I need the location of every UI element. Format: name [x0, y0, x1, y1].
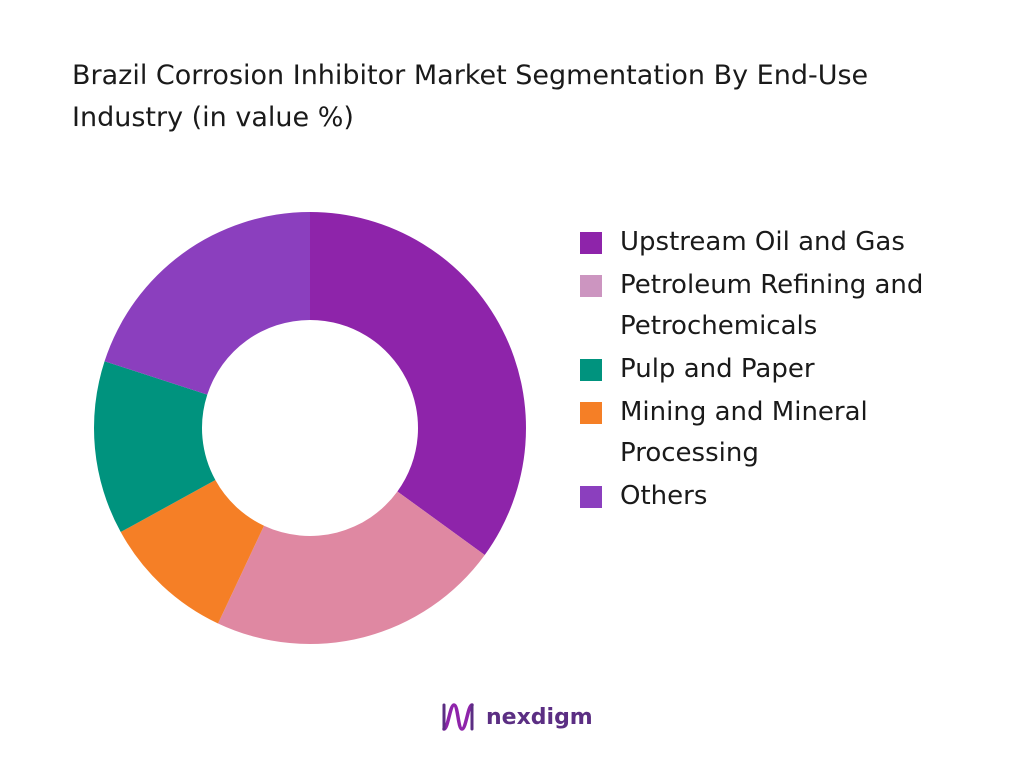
donut-slice-others — [104, 212, 310, 395]
legend-swatch — [580, 275, 602, 297]
chart-title: Brazil Corrosion Inhibitor Market Segmen… — [72, 60, 869, 133]
donut-slice-upstream-oil-and-gas — [310, 212, 526, 555]
donut-slice-petroleum-refining-and-petrochemicals — [218, 491, 485, 644]
donut-slices — [94, 212, 526, 644]
legend-item-upstream: Upstream Oil and Gas — [580, 222, 1000, 263]
legend-item-refining: Petroleum Refining and Petrochemicals — [580, 265, 1000, 347]
legend-label: Others — [620, 481, 708, 511]
legend-swatch — [580, 359, 602, 381]
legend-label: Petroleum Refining and Petrochemicals — [620, 270, 924, 341]
legend-swatch — [580, 486, 602, 508]
nexdigm-logo-icon — [442, 703, 474, 731]
legend-label: Mining and Mineral Processing — [620, 397, 868, 468]
legend-item-pulp-paper: Pulp and Paper — [580, 349, 1000, 390]
donut-chart — [94, 212, 526, 644]
legend-item-mining: Mining and Mineral Processing — [580, 392, 1000, 474]
legend-label: Pulp and Paper — [620, 354, 815, 384]
legend-label: Upstream Oil and Gas — [620, 227, 905, 257]
donut-slice-pulp-and-paper — [94, 361, 216, 533]
legend-swatch — [580, 402, 602, 424]
legend-item-others: Others — [580, 476, 1000, 517]
donut-slice-mining-and-mineral-processing — [120, 480, 265, 624]
nexdigm-logo: nexdigm — [440, 697, 593, 737]
chart-legend: Upstream Oil and Gas Petroleum Refining … — [580, 222, 1000, 519]
logo-text: nexdigm — [486, 704, 593, 730]
legend-swatch — [580, 232, 602, 254]
